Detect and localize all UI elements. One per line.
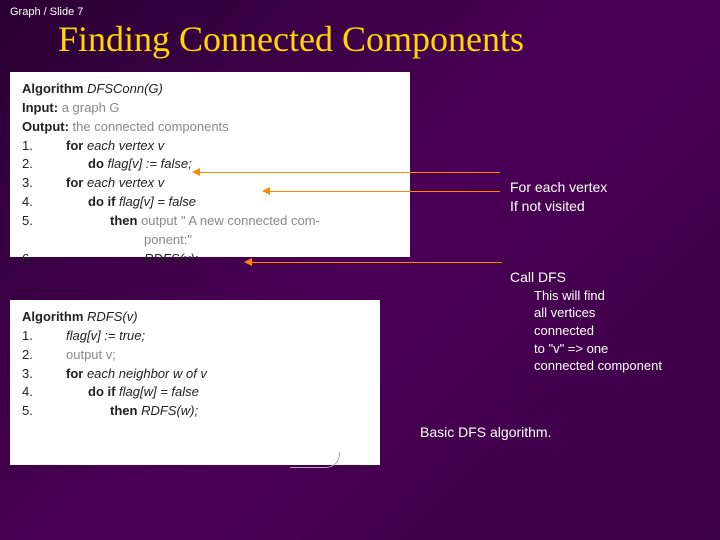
algo1-header-label: Algorithm — [22, 80, 83, 99]
algo2-header-name: RDFS(v) — [87, 308, 138, 327]
algo2-header-label: Algorithm — [22, 308, 83, 327]
annotation-1: For each vertex If not visited — [510, 178, 710, 216]
breadcrumb: Graph / Slide 7 — [10, 6, 83, 18]
line-num: 2. — [22, 346, 44, 365]
line-num: 4. — [22, 383, 44, 402]
line-num: 3. — [22, 365, 44, 384]
arrow-head-icon — [192, 168, 200, 176]
annotation-3: Basic DFS algorithm. — [420, 423, 551, 442]
kw-for: for — [66, 366, 83, 381]
algo2-l3: each neighbor w of v — [83, 366, 207, 381]
kw-for: for — [66, 138, 83, 153]
kw-for: for — [66, 175, 83, 190]
algo2-l4: flag[w] = false — [115, 384, 198, 399]
algo2-l2: output v; — [44, 346, 116, 365]
ann1-line1: For each vertex — [510, 178, 710, 197]
algo1-input-label: Input: — [22, 99, 58, 118]
algo1-l2: flag[v] := false; — [104, 156, 192, 171]
algo1-l1: each vertex v — [83, 138, 164, 153]
algo2-l5: RDFS(w); — [137, 403, 198, 418]
arrow-line-2 — [270, 191, 500, 192]
line-num: 5. — [22, 212, 44, 231]
line-num: 2. — [22, 155, 44, 174]
algo1-input-text: a graph G — [62, 99, 120, 118]
arrow-head-icon — [244, 258, 252, 266]
algo1-l6: RDFS(v); — [44, 250, 198, 269]
algo1-l5: output " A new connected com- — [137, 213, 319, 228]
kw-then: then — [110, 213, 137, 228]
ann2-l3: connected — [510, 322, 720, 340]
annotation-2: Call DFS This will find all vertices con… — [510, 268, 720, 375]
algo1-l5b: ponent:" — [44, 231, 192, 250]
algo1-header-name: DFSConn(G) — [87, 80, 163, 99]
line-num: 3. — [22, 174, 44, 193]
ann1-line2: If not visited — [510, 197, 710, 216]
line-num: 4. — [22, 193, 44, 212]
kw-do: do — [88, 156, 104, 171]
ann2-head: Call DFS — [510, 268, 720, 287]
algo1-l3: each vertex v — [83, 175, 164, 190]
line-num: 6. — [22, 250, 44, 269]
algo1-l4: flag[v] = false — [115, 194, 196, 209]
kw-doif: do if — [88, 384, 115, 399]
arrow-line-1 — [200, 172, 500, 173]
page-title: Finding Connected Components — [58, 18, 524, 60]
ann2-l5: connected component — [510, 357, 720, 375]
algorithm-rdfs-box: Algorithm RDFS(v) 1.flag[v] := true; 2.o… — [10, 300, 380, 465]
arrow-head-icon — [262, 187, 270, 195]
ann2-l1: This will find — [510, 287, 720, 305]
line-num: 1. — [22, 137, 44, 156]
algo1-output-label: Output: — [22, 118, 69, 137]
line-num: 5. — [22, 402, 44, 421]
algo1-output-text: the connected components — [73, 118, 229, 137]
line-num: 1. — [22, 327, 44, 346]
arrow-line-3 — [252, 262, 502, 263]
algorithm-dfsconn-box: Algorithm DFSConn(G) Input: a graph G Ou… — [10, 72, 410, 257]
curve-decoration — [290, 452, 340, 468]
kw-doif: do if — [88, 194, 115, 209]
kw-then: then — [110, 403, 137, 418]
ann2-l2: all vertices — [510, 304, 720, 322]
algo2-l1: flag[v] := true; — [44, 327, 145, 346]
ann2-l4: to "v" => one — [510, 340, 720, 358]
